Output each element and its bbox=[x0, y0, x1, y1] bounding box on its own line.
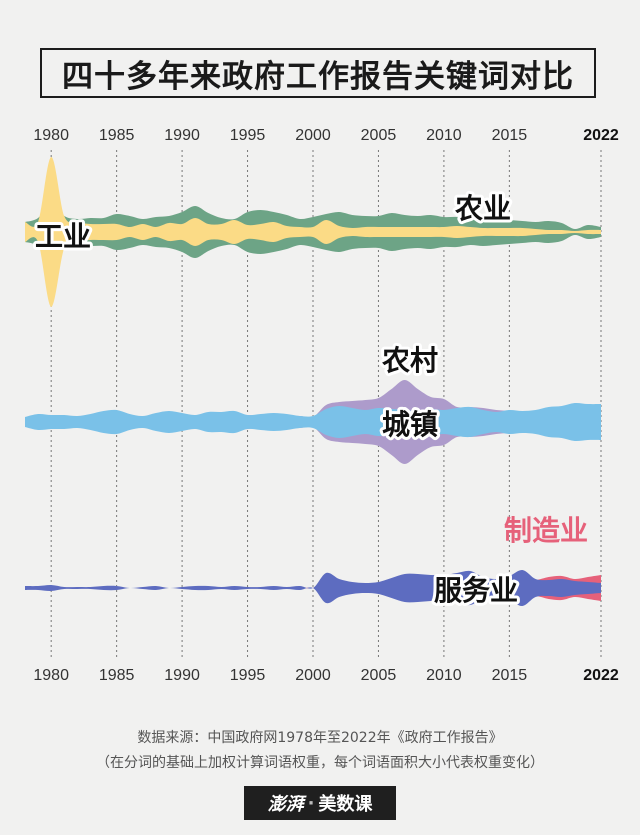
label-rural: 农村 bbox=[381, 344, 438, 377]
tick-bottom-1985: 1985 bbox=[99, 667, 135, 684]
tick-bottom-2000: 2000 bbox=[295, 667, 331, 684]
label-town: 城镇 bbox=[382, 408, 438, 441]
tick-bottom-1980: 1980 bbox=[33, 667, 69, 684]
tick-top-2015: 2015 bbox=[492, 127, 528, 144]
label-industry: 工业 bbox=[35, 220, 91, 253]
stream-town bbox=[25, 402, 601, 442]
title-box: 四十多年来政府工作报告关键词对比 bbox=[40, 48, 596, 98]
tick-bottom-2005: 2005 bbox=[361, 667, 397, 684]
logo-column: 美数课 bbox=[318, 794, 373, 815]
tick-top-2022: 2022 bbox=[583, 127, 619, 144]
tick-top-2005: 2005 bbox=[361, 127, 397, 144]
tick-bottom-2010: 2010 bbox=[426, 667, 462, 684]
tick-bottom-1990: 1990 bbox=[164, 667, 200, 684]
source-note: 数据来源：中国政府网1978年至2022年《政府工作报告》 bbox=[137, 730, 503, 746]
tick-top-1980: 1980 bbox=[33, 127, 69, 144]
tick-top-1990: 1990 bbox=[164, 127, 200, 144]
stream-ind bbox=[25, 156, 601, 308]
publisher-logo: 澎湃 · 美数课 bbox=[244, 786, 396, 820]
label-manufacturing: 制造业 bbox=[504, 514, 588, 547]
tick-top-1995: 1995 bbox=[230, 127, 266, 144]
method-note: （在分词的基础上加权计算词语权重，每个词语面积大小代表权重变化） bbox=[96, 755, 544, 771]
logo-thepaper: 澎湃 bbox=[267, 794, 304, 815]
tick-bottom-2022: 2022 bbox=[583, 667, 619, 684]
logo-separator: · bbox=[307, 792, 315, 814]
tick-bottom-1995: 1995 bbox=[230, 667, 266, 684]
label-agriculture: 农业 bbox=[454, 192, 511, 225]
tick-top-2000: 2000 bbox=[295, 127, 331, 144]
tick-top-1985: 1985 bbox=[99, 127, 135, 144]
chart-title: 四十多年来政府工作报告关键词对比 bbox=[62, 58, 574, 95]
label-services: 服务业 bbox=[434, 574, 518, 607]
tick-top-2010: 2010 bbox=[426, 127, 462, 144]
stream-svc bbox=[25, 569, 601, 607]
tick-bottom-2015: 2015 bbox=[492, 667, 528, 684]
